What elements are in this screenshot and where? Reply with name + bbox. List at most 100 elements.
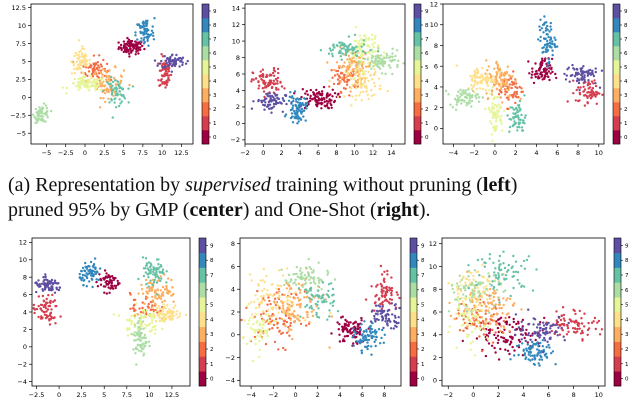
scatter-point (507, 95, 510, 98)
scatter-point (328, 315, 331, 318)
scatter-point (383, 333, 386, 336)
scatter-point (83, 79, 86, 82)
scatter-point (269, 73, 272, 76)
scatter-point (505, 70, 508, 74)
scatter-point (137, 349, 140, 352)
colorbar-segment (199, 326, 206, 342)
scatter-point (143, 311, 146, 314)
scatter-point (468, 99, 471, 102)
colorbar-segment (613, 130, 620, 145)
scatter-point (466, 93, 469, 97)
scatter-point (151, 283, 155, 287)
scatter-point (500, 336, 503, 339)
scatter-point (580, 67, 584, 70)
scatter-points (32, 17, 189, 125)
scatter-point (169, 315, 172, 318)
scatter-point (492, 313, 496, 316)
scatter-point (156, 293, 159, 296)
scatter-point (336, 73, 339, 76)
scatter-point (70, 60, 73, 64)
scatter-point (294, 98, 298, 101)
scatter-point (320, 288, 323, 291)
scatter-point (156, 275, 159, 278)
scatter-point (495, 312, 499, 315)
scatter-point (267, 313, 270, 316)
scatter-point (349, 75, 352, 79)
scatter-point (345, 76, 348, 79)
x-tick-label: −2 (240, 149, 250, 157)
scatter-point (486, 301, 490, 304)
scatter-point (376, 54, 379, 57)
scatter-point (464, 284, 468, 287)
x-tick-label: 0 (261, 149, 265, 157)
scatter-point (376, 60, 379, 63)
scatter-point (53, 291, 57, 294)
scatter-point (451, 106, 454, 109)
scatter-point (279, 101, 282, 105)
scatter-point (173, 63, 176, 66)
scatter-point (161, 62, 165, 66)
scatter-point (152, 34, 155, 37)
scatter-point (594, 84, 598, 88)
scatter-point (154, 328, 157, 331)
scatter-point (550, 57, 554, 61)
scatter-point (309, 276, 313, 279)
scatter-point (476, 71, 480, 75)
scatter-point (170, 70, 173, 73)
scatter-point (520, 126, 524, 129)
scatter-point (148, 344, 151, 348)
colorbar-segment (199, 238, 206, 254)
scatter-point (535, 326, 539, 329)
scatter-point (98, 273, 101, 276)
scatter-point (456, 296, 459, 299)
scatter-point (546, 340, 549, 343)
scatter-point (496, 334, 500, 337)
scatter-point (159, 279, 162, 283)
scatter-point (460, 290, 463, 293)
scatter-point (181, 63, 184, 67)
colorbar-segment (199, 252, 206, 268)
scatter-point (483, 329, 487, 332)
scatter-point (153, 325, 156, 329)
scatter-point (160, 277, 163, 280)
colorbar-frame (198, 237, 207, 387)
scatter-point (297, 115, 300, 119)
scatter-point (506, 65, 510, 68)
scatter-point (562, 313, 566, 317)
scatter-point (345, 80, 349, 84)
scatter-point (539, 354, 542, 357)
scatter-point (142, 316, 145, 319)
scatter-point (153, 273, 157, 277)
scatter-point (524, 333, 528, 336)
scatter-point (346, 65, 350, 68)
scatter-point (514, 79, 517, 82)
scatter-point (320, 90, 324, 93)
scatter-point (161, 285, 165, 289)
scatter-point (75, 60, 79, 64)
scatter-point (316, 285, 320, 288)
scatter-point (151, 299, 155, 302)
scatter-point (474, 75, 477, 78)
scatter-points (250, 25, 405, 125)
scatter-point (156, 64, 159, 67)
scatter-point (122, 40, 126, 43)
scatter-point (360, 351, 364, 355)
scatter-point (98, 72, 101, 75)
scatter-point (80, 61, 83, 64)
scatter-point (338, 82, 341, 85)
scatter-point (141, 256, 145, 259)
scatter-point (477, 96, 481, 99)
scatter-point (574, 73, 578, 76)
scatter-point (245, 342, 249, 346)
scatter-point (513, 354, 516, 357)
scatter-point (592, 82, 595, 85)
scatter-point (316, 294, 319, 297)
scatter-point (255, 321, 258, 324)
scatter-point (310, 310, 314, 313)
scatter-point (105, 71, 108, 74)
scatter-point (490, 307, 494, 311)
scatter-point (272, 315, 275, 318)
scatter-point (163, 74, 166, 78)
scatter-point (361, 83, 364, 86)
scatter-point (538, 25, 541, 28)
